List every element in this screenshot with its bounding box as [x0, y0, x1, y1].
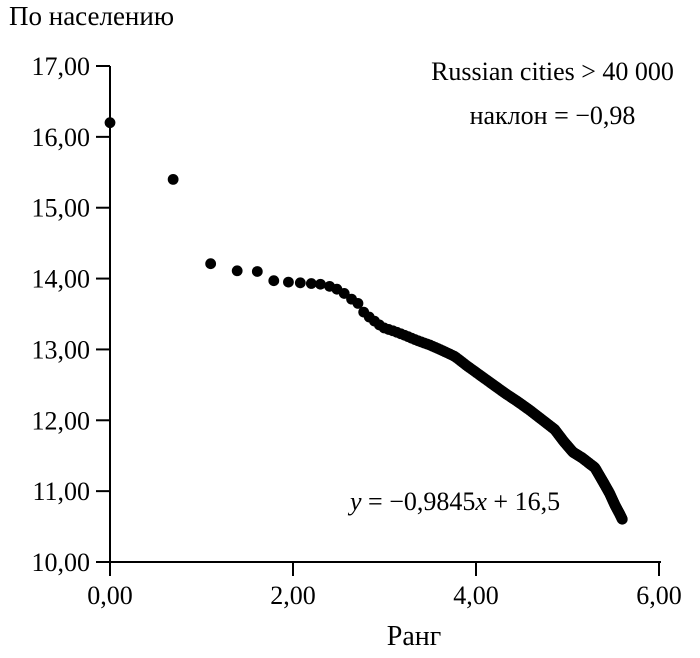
data-point: [167, 173, 179, 185]
data-point: [305, 278, 317, 289]
y-axis-tick-label: 10,00: [32, 548, 91, 577]
x-axis-tick-label: 4,00: [453, 581, 499, 610]
data-point: [283, 276, 294, 288]
y-axis-tick-label: 16,00: [32, 123, 91, 152]
annotation-series-label: Russian cities > 40 000: [431, 57, 674, 86]
trendline-equation: y = −0,9845x + 16,5: [350, 487, 560, 517]
y-axis-tick-label: 15,00: [32, 194, 91, 223]
data-point: [315, 278, 326, 290]
x-axis-tick-label: 0,00: [87, 581, 133, 610]
data-point: [338, 288, 350, 299]
data-point: [352, 297, 364, 309]
data-point: [251, 266, 263, 277]
chart-title: По населению: [9, 1, 175, 31]
annotation-slope-label: наклон = −0,98: [469, 101, 636, 130]
x-axis-tick-label: 6,00: [636, 581, 682, 610]
data-point: [205, 258, 217, 270]
equation-mid: = −0,9845: [361, 487, 476, 516]
y-axis-tick-label: 12,00: [32, 406, 91, 435]
y-axis-tick-label: 13,00: [32, 335, 91, 364]
equation-var-x: x: [475, 487, 487, 516]
data-point: [231, 265, 243, 277]
equation-tail: + 16,5: [486, 487, 561, 516]
data-point: [104, 117, 116, 129]
y-axis-tick-label: 17,00: [32, 52, 91, 81]
data-point: [294, 277, 306, 289]
data-point: [616, 513, 628, 525]
y-axis-tick-label: 14,00: [32, 265, 91, 294]
annotation-block: Russian cities > 40 000 наклон = −0,98: [410, 50, 695, 138]
equation-var-y: y: [350, 487, 362, 516]
x-axis-title: Ранг: [386, 621, 442, 652]
x-axis-tick-label: 2,00: [270, 581, 316, 610]
data-point: [268, 275, 280, 287]
y-axis-tick-label: 11,00: [32, 477, 90, 506]
